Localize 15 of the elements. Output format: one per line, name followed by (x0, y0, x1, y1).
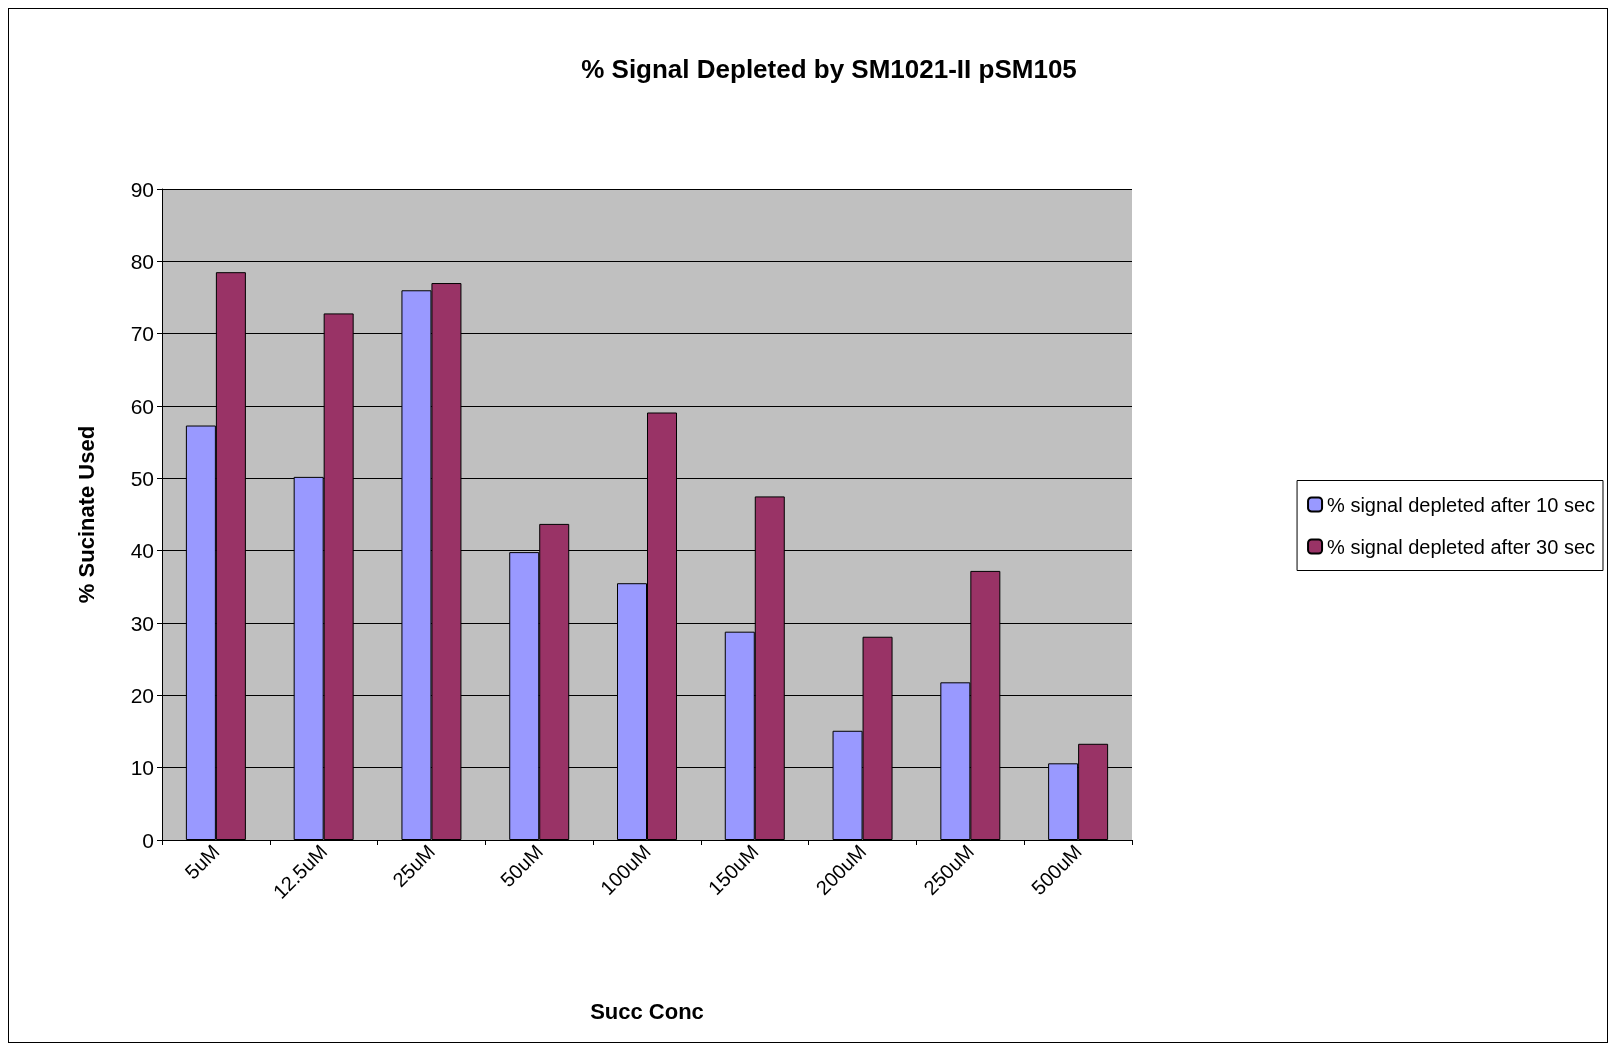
y-tick-label: 10 (130, 756, 154, 780)
legend-label: % signal depleted after 30 sec (1327, 535, 1595, 558)
y-tick-label: 30 (130, 611, 154, 635)
y-tick-label: 0 (142, 828, 154, 852)
legend-label: % signal depleted after 10 sec (1327, 493, 1595, 516)
y-tick-label: 70 (130, 322, 154, 346)
y-axis-title: % Sucinate Used (73, 425, 99, 604)
chart-title: % Signal Depleted by SM1021-II pSM105 (581, 54, 1077, 84)
y-tick-label: 20 (130, 683, 154, 707)
y-tick-label: 90 (130, 177, 154, 201)
y-tick-label: 50 (130, 466, 154, 490)
x-axis-title: Succ Conc (590, 998, 704, 1024)
y-tick-label: 60 (130, 394, 154, 418)
y-tick-label: 80 (130, 249, 154, 273)
y-tick-label: 40 (130, 539, 154, 563)
